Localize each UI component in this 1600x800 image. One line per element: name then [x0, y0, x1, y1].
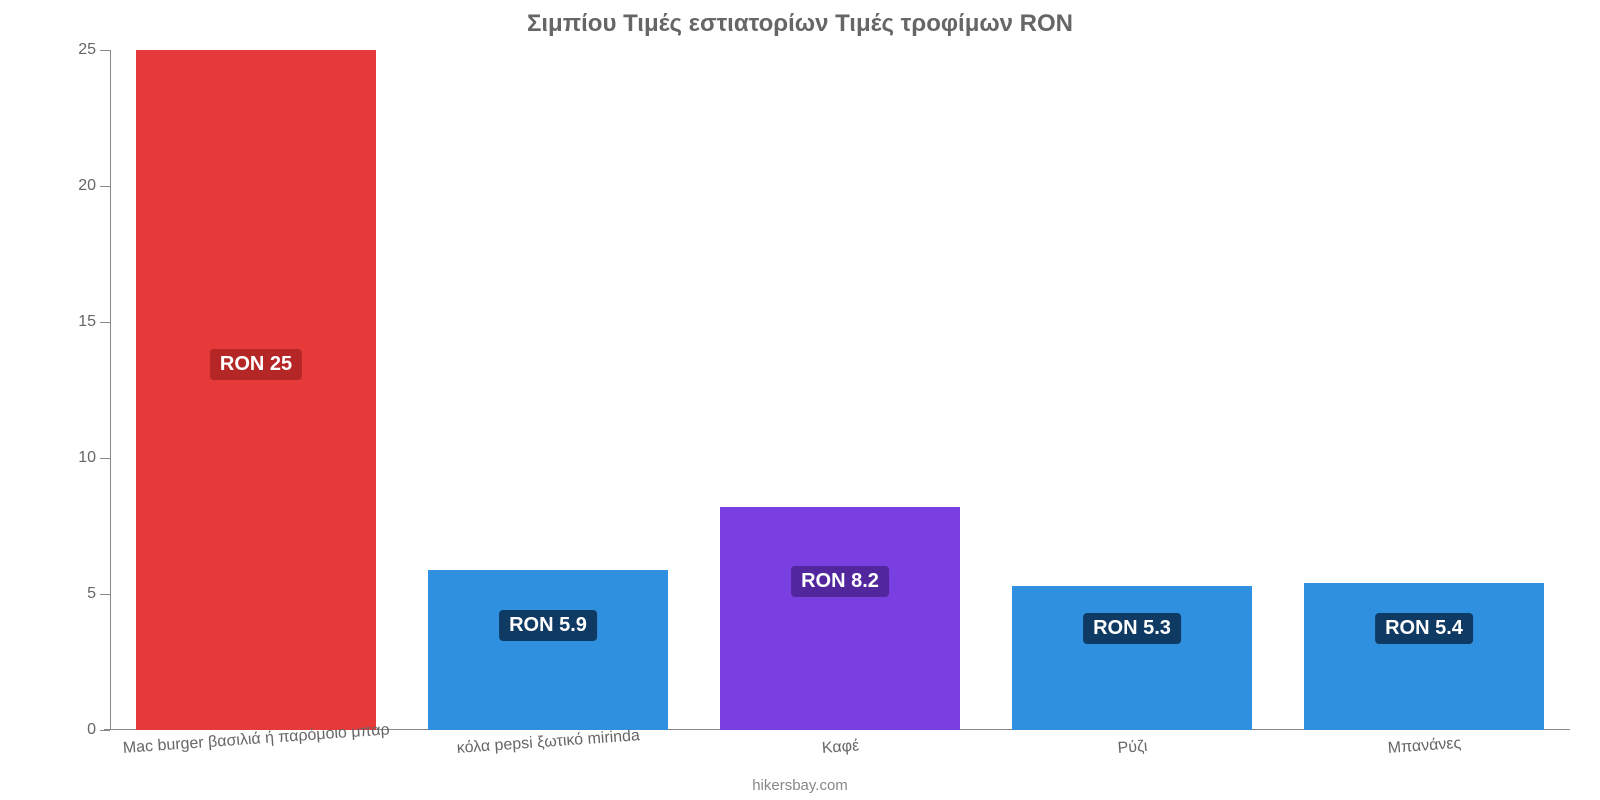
- x-category-label: Καφέ: [821, 737, 859, 758]
- bar: [428, 570, 667, 730]
- y-tick-label: 5: [87, 585, 96, 603]
- y-tick: [100, 186, 110, 187]
- y-tick-label: 15: [78, 313, 96, 331]
- x-category-label: Μπανάνες: [1387, 735, 1462, 758]
- x-category-label: κόλα pepsi ξωτικό mirinda: [456, 727, 640, 758]
- price-bar-chart: Σιμπίου Τιμές εστιατορίων Τιμές τροφίμων…: [0, 0, 1600, 800]
- y-tick: [100, 50, 110, 51]
- plot-area: 0510152025RON 25Mac burger βασιλιά ή παρ…: [110, 50, 1570, 730]
- bar: [1304, 583, 1543, 730]
- bar-value-label: RON 5.4: [1375, 613, 1473, 644]
- y-tick-label: 20: [78, 177, 96, 195]
- bar-value-label: RON 5.3: [1083, 613, 1181, 644]
- y-tick-label: 25: [78, 41, 96, 59]
- y-tick: [100, 458, 110, 459]
- y-tick: [100, 322, 110, 323]
- x-category-label: Ρύζι: [1117, 738, 1148, 758]
- y-tick: [100, 730, 110, 731]
- y-tick: [100, 594, 110, 595]
- attribution-text: hikersbay.com: [0, 777, 1600, 794]
- bar: [1012, 586, 1251, 730]
- y-axis: [110, 50, 111, 730]
- bar-value-label: RON 8.2: [791, 566, 889, 597]
- y-tick-label: 10: [78, 449, 96, 467]
- bar: [720, 507, 959, 730]
- bar-value-label: RON 25: [210, 349, 302, 380]
- y-tick-label: 0: [87, 721, 96, 739]
- bar-value-label: RON 5.9: [499, 610, 597, 641]
- bar: [136, 50, 375, 730]
- chart-title: Σιμπίου Τιμές εστιατορίων Τιμές τροφίμων…: [0, 10, 1600, 38]
